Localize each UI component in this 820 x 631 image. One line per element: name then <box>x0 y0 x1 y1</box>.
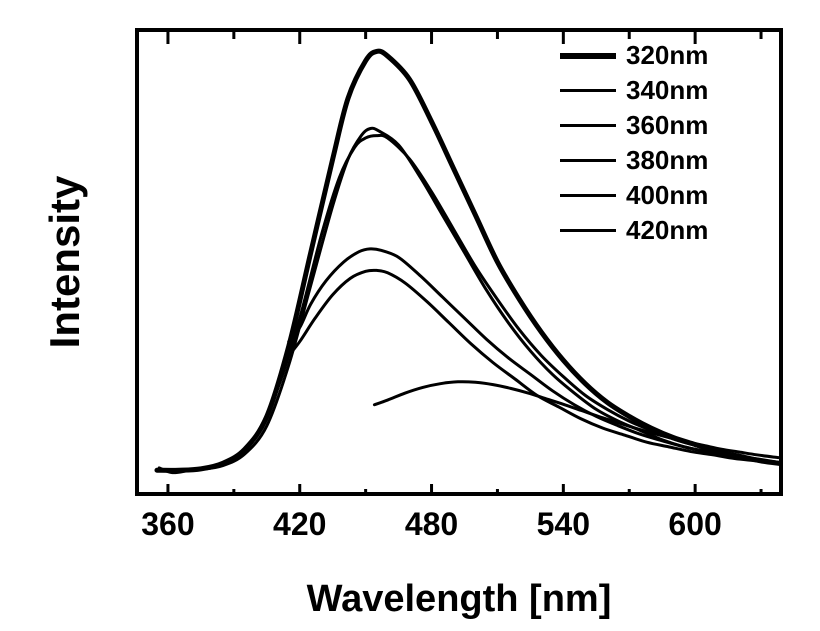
legend-label: 340nm <box>626 75 708 106</box>
legend-row: 400nm <box>560 180 708 211</box>
legend-row: 420nm <box>560 215 708 246</box>
legend-swatch <box>560 194 616 197</box>
x-tick-label: 420 <box>273 506 326 543</box>
legend-row: 340nm <box>560 75 708 106</box>
legend-label: 420nm <box>626 215 708 246</box>
legend-swatch <box>560 89 616 92</box>
legend-swatch <box>560 229 616 232</box>
legend-swatch <box>560 159 616 162</box>
legend-row: 320nm <box>560 40 708 71</box>
y-axis-label: Intensity <box>41 176 89 349</box>
legend-label: 360nm <box>626 110 708 141</box>
legend-swatch <box>560 53 616 59</box>
x-tick-label: 480 <box>405 506 458 543</box>
legend-row: 360nm <box>560 110 708 141</box>
legend-row: 380nm <box>560 145 708 176</box>
legend-label: 380nm <box>626 145 708 176</box>
legend-swatch <box>560 124 616 127</box>
x-tick-label: 360 <box>141 506 194 543</box>
x-axis-label: Wavelength [nm] <box>307 578 612 621</box>
legend: 320nm 340nm 360nm 380nm 400nm 420nm <box>560 40 708 246</box>
x-tick-label: 540 <box>537 506 590 543</box>
legend-label: 320nm <box>626 40 708 71</box>
x-tick-label: 600 <box>668 506 721 543</box>
legend-label: 400nm <box>626 180 708 211</box>
